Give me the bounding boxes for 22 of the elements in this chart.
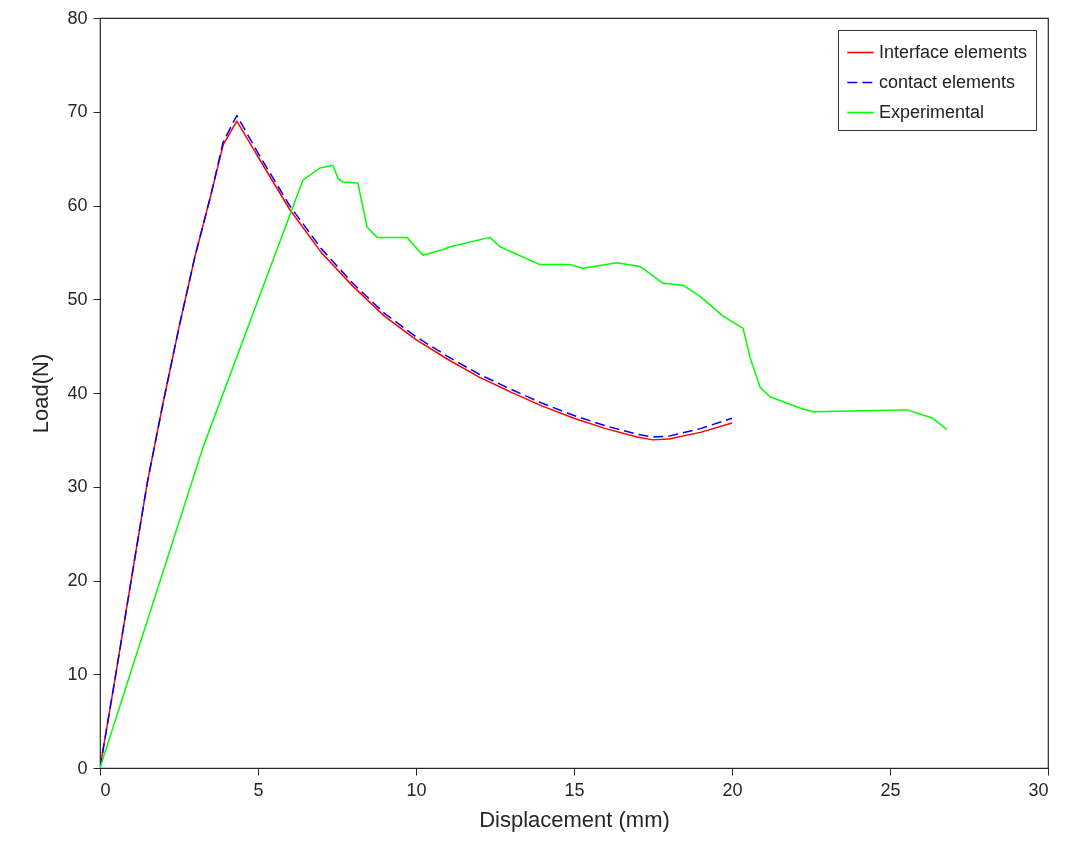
y-axis-title: Load(N) xyxy=(28,353,54,434)
x-axis-title: Displacement (mm) xyxy=(479,806,670,832)
y-tick-label: 50 xyxy=(67,288,88,309)
x-tick-label: 10 xyxy=(406,779,427,800)
legend-label: contact elements xyxy=(879,71,1016,92)
legend-label: Experimental xyxy=(879,101,985,122)
y-tick-label: 60 xyxy=(67,195,88,215)
x-tick-label: 0 xyxy=(100,779,111,800)
x-tick-label: 25 xyxy=(880,779,901,800)
y-tick-label: 10 xyxy=(67,663,88,684)
x-tick-label: 30 xyxy=(1028,779,1049,800)
y-tick-label: 40 xyxy=(67,382,88,403)
x-tick-label: 20 xyxy=(722,779,743,800)
y-tick-label: 70 xyxy=(67,101,88,122)
x-tick-label: 15 xyxy=(564,779,585,800)
legend-label: Interface elements xyxy=(879,41,1028,62)
line-series xyxy=(100,164,948,768)
y-tick-label: 0 xyxy=(77,757,88,778)
y-tick-label: 30 xyxy=(67,476,88,497)
y-tick-label: 20 xyxy=(67,570,88,590)
x-tick-label: 5 xyxy=(253,779,264,800)
y-tick-label: 80 xyxy=(67,7,88,28)
